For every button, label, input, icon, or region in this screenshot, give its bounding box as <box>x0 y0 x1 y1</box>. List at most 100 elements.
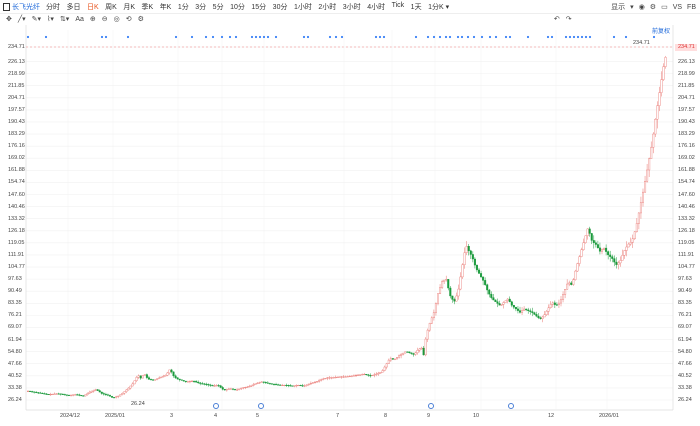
y-tick-left: 211.85 <box>8 82 25 89</box>
tab-period-10[interactable]: 10分 <box>230 3 245 11</box>
event-marker-dot <box>302 35 306 39</box>
candle-body <box>324 378 327 380</box>
tab-period-13[interactable]: 1小时 <box>293 3 312 11</box>
undo-icon[interactable]: ↶ <box>553 16 560 23</box>
panel-toggle-icon[interactable] <box>3 2 10 11</box>
candle-body <box>611 256 614 259</box>
vs-button[interactable]: VS <box>672 3 683 11</box>
candle-body <box>646 169 649 182</box>
tab-period-9[interactable]: 5分 <box>212 3 224 11</box>
tab-period-19[interactable]: 1分K ▾ <box>428 3 450 11</box>
candle-body <box>490 293 493 298</box>
adjustment-toggle[interactable]: 前复权 <box>652 29 671 35</box>
candle-body <box>72 394 75 396</box>
candle-body <box>457 288 460 297</box>
candle-body <box>350 375 353 377</box>
event-marker-dot <box>250 35 254 39</box>
candle-body <box>406 351 409 353</box>
candle-body <box>78 394 81 396</box>
event-marker-dot <box>426 35 430 39</box>
redo-icon[interactable]: ↷ <box>565 16 572 23</box>
tab-period-8[interactable]: 3分 <box>195 3 207 11</box>
candle-body <box>92 390 95 392</box>
candle-body <box>102 393 105 395</box>
measure-tool-icon[interactable]: ⇅▾ <box>59 16 70 23</box>
candle-body <box>412 353 415 355</box>
candle-body <box>98 390 101 393</box>
tab-period-14[interactable]: 2小时 <box>318 3 337 11</box>
candle-body <box>254 383 257 385</box>
candle-body <box>498 303 501 306</box>
target-icon[interactable]: ◎ <box>113 16 120 23</box>
current-price-tag: 234.71 <box>675 44 697 51</box>
tab-period-3[interactable]: 周K <box>105 3 117 11</box>
tab-period-12[interactable]: 30分 <box>272 3 288 11</box>
candle-body <box>637 212 640 224</box>
tab-period-11[interactable]: 15分 <box>251 3 267 11</box>
line-tool-icon[interactable]: ╱▾ <box>17 16 26 23</box>
candle-body <box>270 383 273 385</box>
event-icon[interactable] <box>428 403 434 409</box>
candle-body <box>289 385 292 387</box>
event-icon[interactable] <box>258 403 264 409</box>
settings-icon[interactable]: ⚙ <box>649 4 657 11</box>
event-marker-dot <box>190 35 194 39</box>
candle-body <box>119 394 122 397</box>
event-icon[interactable] <box>213 403 219 409</box>
tab-period-18[interactable]: 1天 <box>410 3 422 11</box>
settings-icon[interactable]: ⚙ <box>137 16 144 23</box>
crosshair-icon[interactable]: ✥ <box>6 16 12 23</box>
event-icon[interactable] <box>508 403 514 409</box>
candle-body <box>393 358 396 360</box>
y-tick-right: 33.38 <box>678 384 692 391</box>
candle-body <box>207 384 210 386</box>
y-tick-right: 226.13 <box>678 58 695 65</box>
tab-period-5[interactable]: 季K <box>141 3 154 11</box>
x-tick: 2025/01 <box>105 413 125 419</box>
candle-body <box>211 385 214 387</box>
zoom-out-icon[interactable]: ⊖ <box>101 16 108 23</box>
tab-period-6[interactable]: 年K <box>159 3 172 11</box>
candle-body <box>219 385 222 388</box>
candle-body <box>84 394 87 397</box>
candle-body <box>379 372 382 374</box>
brush-tool-icon[interactable]: ⌇▾ <box>47 16 54 23</box>
candle-body <box>190 380 193 382</box>
tab-period-4[interactable]: 月K <box>123 3 136 11</box>
candle-body <box>213 385 216 387</box>
tab-period-2[interactable]: 日K <box>87 3 99 11</box>
candle-body <box>47 394 50 396</box>
tab-period-15[interactable]: 3小时 <box>342 3 361 11</box>
y-tick-left: 26.24 <box>8 397 22 403</box>
candle-body <box>33 391 36 393</box>
candle-body <box>178 378 181 380</box>
zoom-in-icon[interactable]: ⊕ <box>89 16 96 23</box>
layout-icon[interactable]: ▭ <box>661 4 668 11</box>
reset-icon[interactable]: ⟲ <box>125 16 132 23</box>
pen-tool-icon[interactable]: ✎▾ <box>31 16 41 23</box>
candle-body <box>113 397 116 399</box>
tab-period-7[interactable]: 1分 <box>177 3 189 11</box>
tab-period-0[interactable]: 分时 <box>46 3 60 11</box>
tab-period-1[interactable]: 多日 <box>66 3 81 11</box>
candle-body <box>172 371 175 377</box>
y-tick-right: 69.07 <box>678 324 692 331</box>
candle-body <box>320 379 323 381</box>
candle-body <box>502 302 505 305</box>
candle-body <box>414 352 417 355</box>
candle-body <box>416 350 419 354</box>
dropdown-icon[interactable]: ▾ <box>630 4 634 11</box>
camera-icon[interactable]: ◉ <box>638 4 645 11</box>
drawing-toolbar: ✥ ╱▾ ✎▾ ⌇▾ ⇅▾ Aa ⊕ ⊖ ◎ ⟲ ⚙ ↶ ↷ <box>0 13 700 25</box>
stock-name[interactable]: 长飞光纤 <box>12 3 40 11</box>
fb-button[interactable]: FB <box>687 3 696 11</box>
tab-period-16[interactable]: 4小时 <box>367 3 386 11</box>
y-tick-left: 154.74 <box>8 179 25 186</box>
candle-body <box>365 374 368 376</box>
display-menu[interactable]: 显示 <box>611 4 626 11</box>
text-tool-icon[interactable]: Aa <box>75 15 84 23</box>
candle-body <box>621 255 624 261</box>
event-marker-dot <box>488 35 492 39</box>
tab-period-17[interactable]: Tick <box>391 1 405 9</box>
